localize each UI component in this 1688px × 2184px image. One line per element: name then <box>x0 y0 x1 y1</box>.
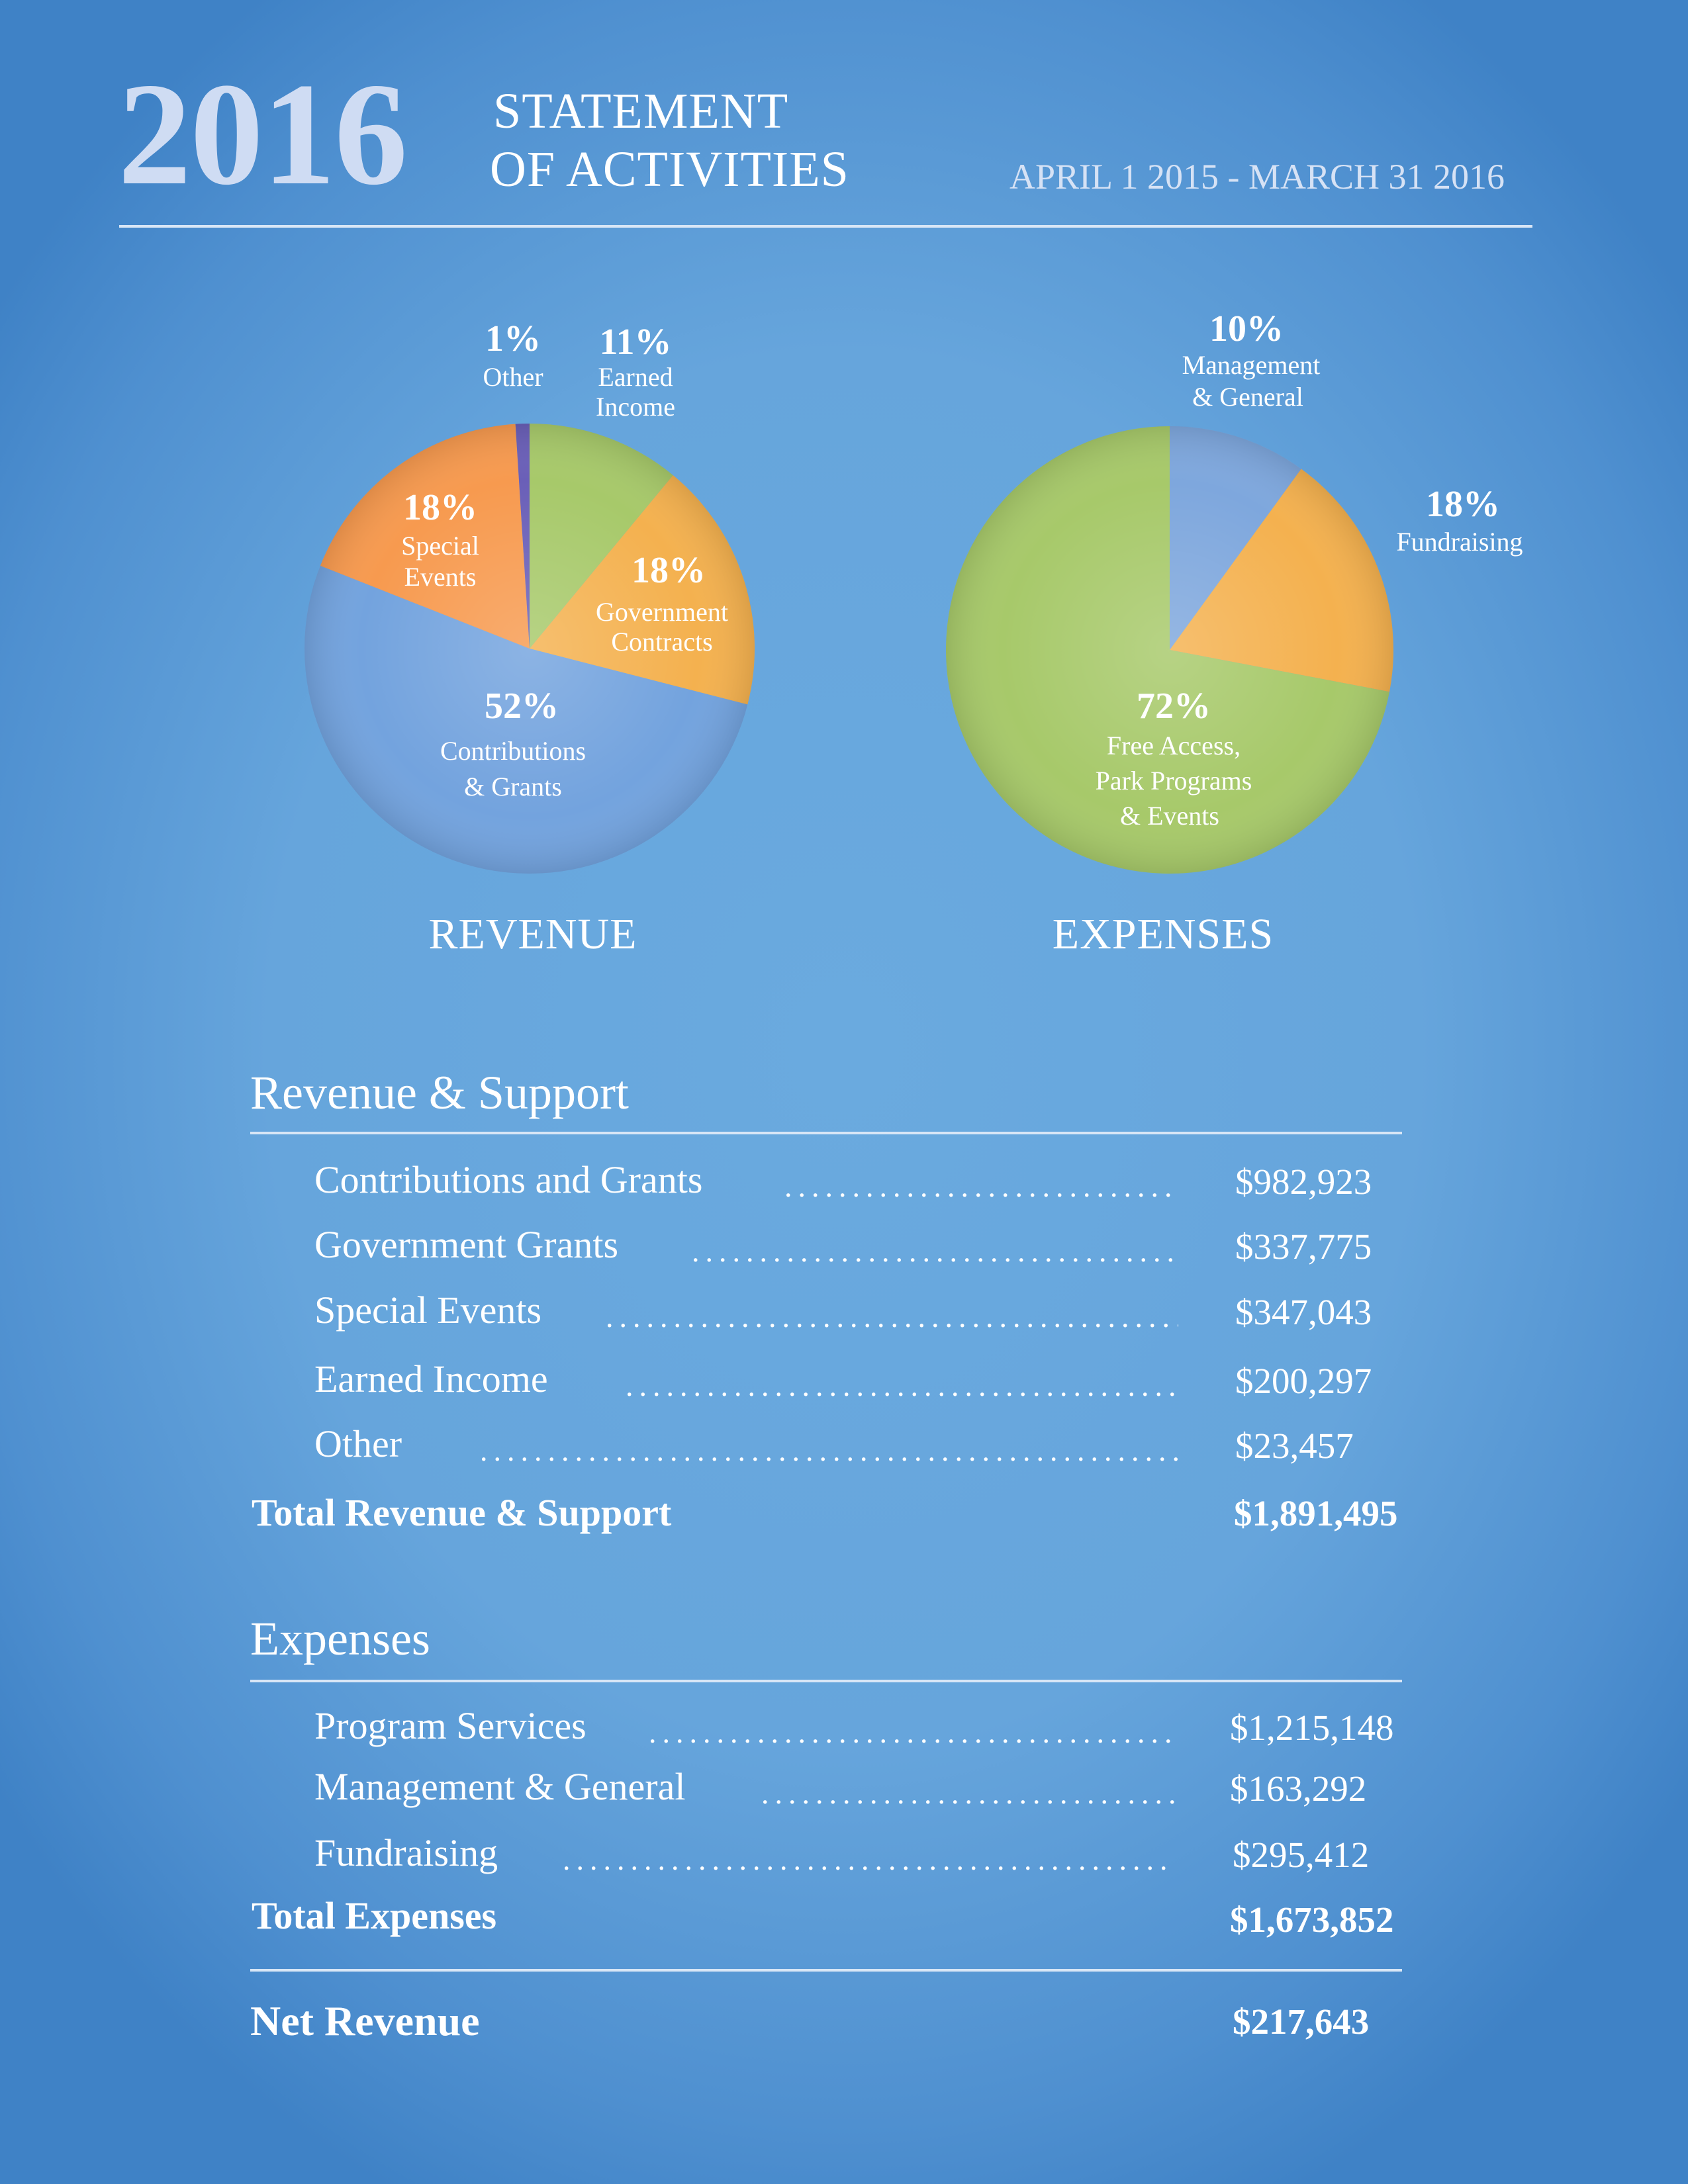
expense-item-value: $163,292 <box>1230 1768 1367 1809</box>
pie-shading <box>305 424 755 874</box>
expense-item-label: Fundraising <box>314 1831 498 1874</box>
reporting-period: APRIL 1 2015 - MARCH 31 2016 <box>1009 157 1505 197</box>
slice-percent-label: 72% <box>1137 686 1211 727</box>
leader-dots: ........................................… <box>784 1171 1175 1202</box>
expense-item-label: Management & General <box>314 1765 686 1808</box>
revenue-item-label: Other <box>314 1422 402 1465</box>
revenue-item-label: Contributions and Grants <box>314 1158 703 1201</box>
leader-dots: ........................................… <box>626 1371 1178 1401</box>
title-line-2: OF ACTIVITIES <box>490 142 849 197</box>
slice-category-label: Free Access, <box>1107 731 1241 760</box>
expenses-heading: Expenses <box>250 1612 430 1665</box>
chart-title: EXPENSES <box>1053 910 1274 958</box>
slice-percent-label: 18% <box>1426 484 1500 525</box>
slice-category-label: Other <box>483 362 543 392</box>
slice-category-label: Income <box>596 392 675 422</box>
net-revenue-label: Net Revenue <box>250 1997 480 2044</box>
slice-category-label: Management <box>1182 350 1321 380</box>
slice-percent-label: 1% <box>485 318 541 359</box>
expenses-total-value: $1,673,852 <box>1230 1899 1394 1940</box>
slice-percent-label: 18% <box>632 550 706 591</box>
revenue-item-label: Earned Income <box>314 1357 548 1400</box>
expenses-pie: 10%Management& General 18%Fundraising 72% F… <box>946 308 1523 958</box>
slice-category-label: & Events <box>1120 801 1219 831</box>
slice-category-label: Events <box>404 562 477 592</box>
revenue-divider <box>250 1132 1402 1134</box>
expense-item-value: $1,215,148 <box>1230 1707 1394 1748</box>
expense-item-value: $295,412 <box>1233 1835 1370 1875</box>
slice-category-label: Fundraising <box>1396 527 1523 557</box>
slice-category-label: Government <box>596 597 728 627</box>
slice-category-label: Contracts <box>611 627 712 657</box>
revenue-item-value: $23,457 <box>1235 1426 1354 1466</box>
leader-dots: ........................................… <box>563 1844 1175 1875</box>
revenue-item-value: $347,043 <box>1235 1292 1372 1332</box>
pie-shading <box>946 426 1393 874</box>
net-revenue-value: $217,643 <box>1233 2001 1370 2042</box>
leader-dots: ........................................… <box>761 1778 1175 1809</box>
revenue-item-label: Government Grants <box>314 1223 619 1266</box>
net-divider <box>250 1969 1402 1972</box>
leader-dots: ........................................… <box>692 1236 1175 1267</box>
slice-category-label: Earned <box>598 362 673 392</box>
header-divider <box>119 225 1532 228</box>
leader-dots: ........................................… <box>649 1717 1175 1748</box>
revenue-total-label: Total Revenue & Support <box>252 1491 672 1534</box>
revenue-heading: Revenue & Support <box>250 1066 629 1119</box>
slice-category-label: & General <box>1192 382 1303 412</box>
leader-dots: ........................................… <box>480 1435 1182 1466</box>
expense-item-label: Program Services <box>314 1704 586 1747</box>
leader-dots: ........................................… <box>606 1302 1178 1332</box>
revenue-item-value: $200,297 <box>1235 1361 1372 1401</box>
revenue-item-value: $982,923 <box>1235 1161 1372 1202</box>
slice-percent-label: 18% <box>403 487 477 528</box>
slice-percent-label: 11% <box>600 322 672 363</box>
revenue-total-value: $1,891,495 <box>1234 1493 1398 1533</box>
slice-category-label: Park Programs <box>1096 766 1252 796</box>
slice-category-label: Special <box>401 531 479 561</box>
slice-percent-label: 52% <box>485 686 559 727</box>
expenses-total-label: Total Expenses <box>252 1894 497 1937</box>
title-line-1: STATEMENT <box>493 83 789 139</box>
slice-category-label: & Grants <box>464 772 562 801</box>
expenses-divider <box>250 1680 1402 1682</box>
chart-title: REVENUE <box>429 910 637 958</box>
revenue-item-value: $337,775 <box>1235 1226 1372 1267</box>
year-title: 2016 <box>118 53 408 216</box>
revenue-item-label: Special Events <box>314 1289 542 1332</box>
slice-category-label: Contributions <box>440 736 586 766</box>
slice-percent-label: 10% <box>1209 308 1284 349</box>
